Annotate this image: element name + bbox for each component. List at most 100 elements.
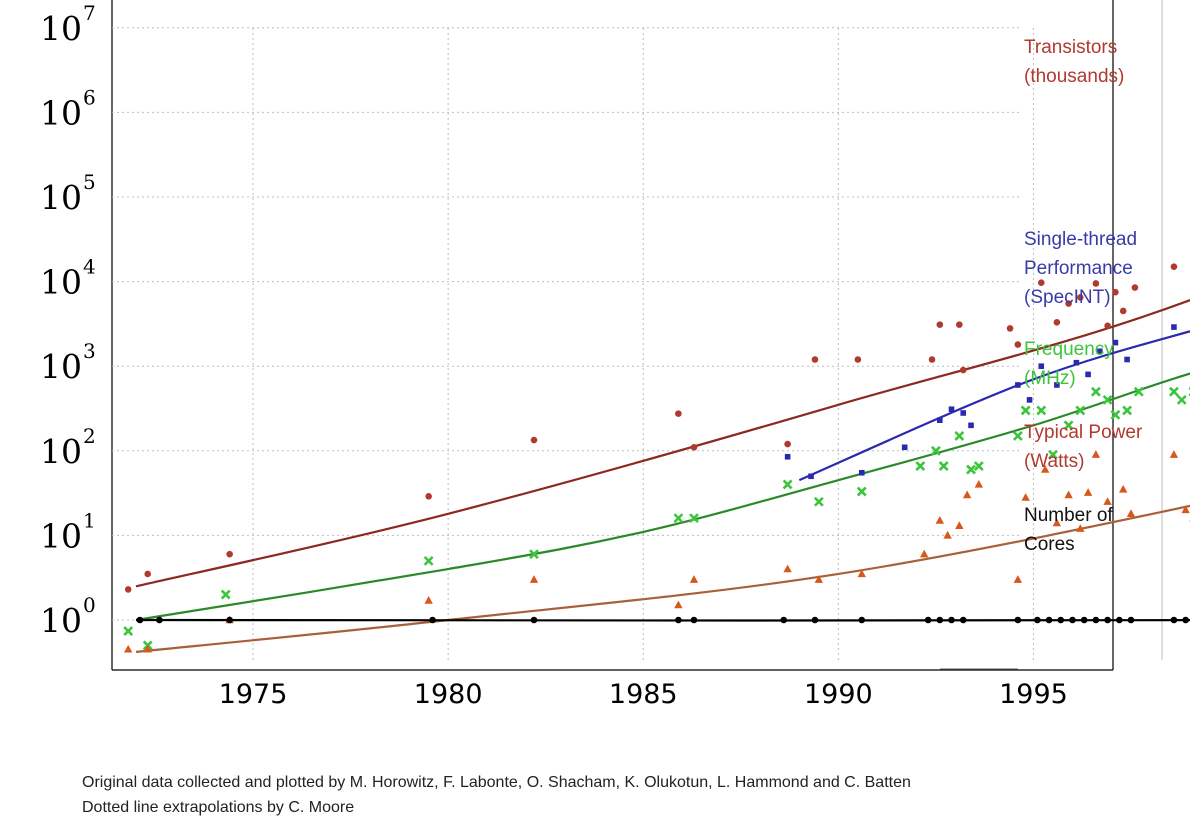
transistors-thousands-point xyxy=(1119,307,1127,315)
number-of-point xyxy=(1057,616,1065,624)
x-tick-label: 1975 xyxy=(219,679,288,710)
y-tick-label: 103 xyxy=(40,339,96,386)
y-tick-label: 107 xyxy=(40,1,96,48)
frequency-mhz-point xyxy=(673,513,684,524)
single-thread-point xyxy=(1096,348,1103,355)
frequency-mhz-point xyxy=(813,496,824,507)
legend-label-single-thread: Performance xyxy=(1024,258,1133,279)
frequency-mhz-point xyxy=(1063,420,1074,431)
frequency-mhz-point xyxy=(123,626,134,636)
transistors-thousands-point xyxy=(1065,300,1072,307)
typical-power-point xyxy=(1091,450,1101,458)
number-of-point xyxy=(136,616,144,624)
typical-power-point xyxy=(1040,465,1050,473)
transistors-thousands-point xyxy=(226,550,233,558)
y-tick-exponent: 6 xyxy=(83,85,96,109)
single-thread-point xyxy=(784,453,791,460)
y-tick-exponent: 0 xyxy=(83,593,96,617)
typical-power-point xyxy=(1169,450,1179,458)
number-of-point xyxy=(675,616,682,624)
x-tick-label: 1995 xyxy=(999,679,1068,710)
single-thread-point xyxy=(948,406,955,413)
frequency-mhz-point xyxy=(1020,405,1031,416)
single-thread-trend-line xyxy=(798,330,1190,482)
transistors-thousands-point xyxy=(1006,325,1014,332)
frequency-mhz-trend-line xyxy=(135,372,1190,622)
legend-label-frequency-mhz: (MHz) xyxy=(1024,368,1076,389)
legend-label-single-thread: (SpecINT) xyxy=(1024,287,1111,308)
x-tick-label: 1990 xyxy=(804,679,873,710)
legend-label-transistors-thousands: Transistors xyxy=(1024,37,1117,58)
transistors-thousands-point xyxy=(936,321,944,328)
chart-legend: Transistors (thousands) Single-thread Perfo… xyxy=(1024,37,1143,555)
legend-label-number-of: Number of xyxy=(1024,505,1113,526)
y-tick-exponent: 1 xyxy=(83,508,96,532)
frequency-mhz-point xyxy=(1122,405,1133,416)
number-of-point xyxy=(948,616,955,624)
typical-power-point xyxy=(1064,490,1073,499)
transistors-thousands-point xyxy=(1092,280,1100,287)
single-thread-point xyxy=(1112,339,1119,346)
typical-power-point xyxy=(955,521,964,529)
y-tick-exponent: 7 xyxy=(83,1,96,25)
number-of-point xyxy=(1127,616,1135,624)
typical-power-point xyxy=(974,479,984,488)
number-of-point xyxy=(1045,616,1053,624)
chart-frame xyxy=(111,0,1163,671)
typical-power-point xyxy=(1103,497,1112,505)
number-of-point xyxy=(690,616,698,624)
transistors-thousands-point xyxy=(425,492,432,500)
transistors-thousands-point xyxy=(959,366,967,374)
transistors-thousands-point xyxy=(1076,294,1084,301)
transistors-thousands-point xyxy=(675,410,682,417)
number-of-point xyxy=(811,616,819,624)
number-of-point xyxy=(1116,616,1123,624)
number-of-point xyxy=(1182,616,1189,624)
number-of-point xyxy=(1080,616,1088,624)
typical-power-point xyxy=(1126,509,1136,518)
single-thread-point xyxy=(1073,359,1080,366)
frequency-mhz-point xyxy=(1133,386,1144,397)
typical-power-point xyxy=(1181,505,1190,514)
trend-lines xyxy=(135,299,1190,653)
frequency-mhz-point xyxy=(1090,386,1101,397)
number-of-point xyxy=(1034,616,1041,624)
frequency-mhz-point xyxy=(966,464,976,475)
typical-power-point xyxy=(1013,575,1023,583)
number-of-trend-line xyxy=(135,618,1190,622)
typical-power-point xyxy=(943,530,952,539)
single-thread-point xyxy=(1171,324,1177,330)
single-thread-point xyxy=(901,444,908,451)
number-of-point xyxy=(924,616,932,624)
number-of-point xyxy=(936,616,944,624)
frequency-mhz-point xyxy=(1075,405,1086,416)
frequency-mhz-point xyxy=(1176,394,1187,405)
frequency-mhz-point xyxy=(973,461,984,471)
frequency-mhz-point xyxy=(1102,394,1113,405)
typical-power-point xyxy=(920,549,929,558)
legend-label-typical-power: Typical Power xyxy=(1024,422,1143,443)
frequency-mhz-point xyxy=(856,486,867,497)
y-tick-label: 104 xyxy=(40,255,96,302)
x-tick-label: 1985 xyxy=(609,679,678,710)
y-tick-exponent: 3 xyxy=(83,339,96,363)
caption-line-1: Original data collected and plotted by M… xyxy=(82,774,911,791)
transistors-thousands-point xyxy=(1131,284,1139,291)
transistors-thousands-point xyxy=(1112,288,1119,296)
typical-power-point xyxy=(1052,518,1062,527)
typical-power-point xyxy=(935,516,945,524)
x-tick-label: 1980 xyxy=(414,679,483,710)
legend-label-typical-power: (Watts) xyxy=(1024,451,1085,472)
number-of-point xyxy=(156,616,163,624)
y-tick-label: 101 xyxy=(40,508,96,555)
typical-power-point xyxy=(783,564,792,573)
typical-power-point xyxy=(1083,488,1093,496)
transistors-thousands-point xyxy=(124,586,132,593)
transistors-thousands-point xyxy=(956,321,963,328)
frequency-mhz-point xyxy=(1036,405,1047,416)
number-of-point xyxy=(858,616,866,624)
frequency-mhz-point xyxy=(220,589,231,600)
transistors-thousands-point xyxy=(1053,319,1061,326)
typical-power-point xyxy=(962,490,972,499)
